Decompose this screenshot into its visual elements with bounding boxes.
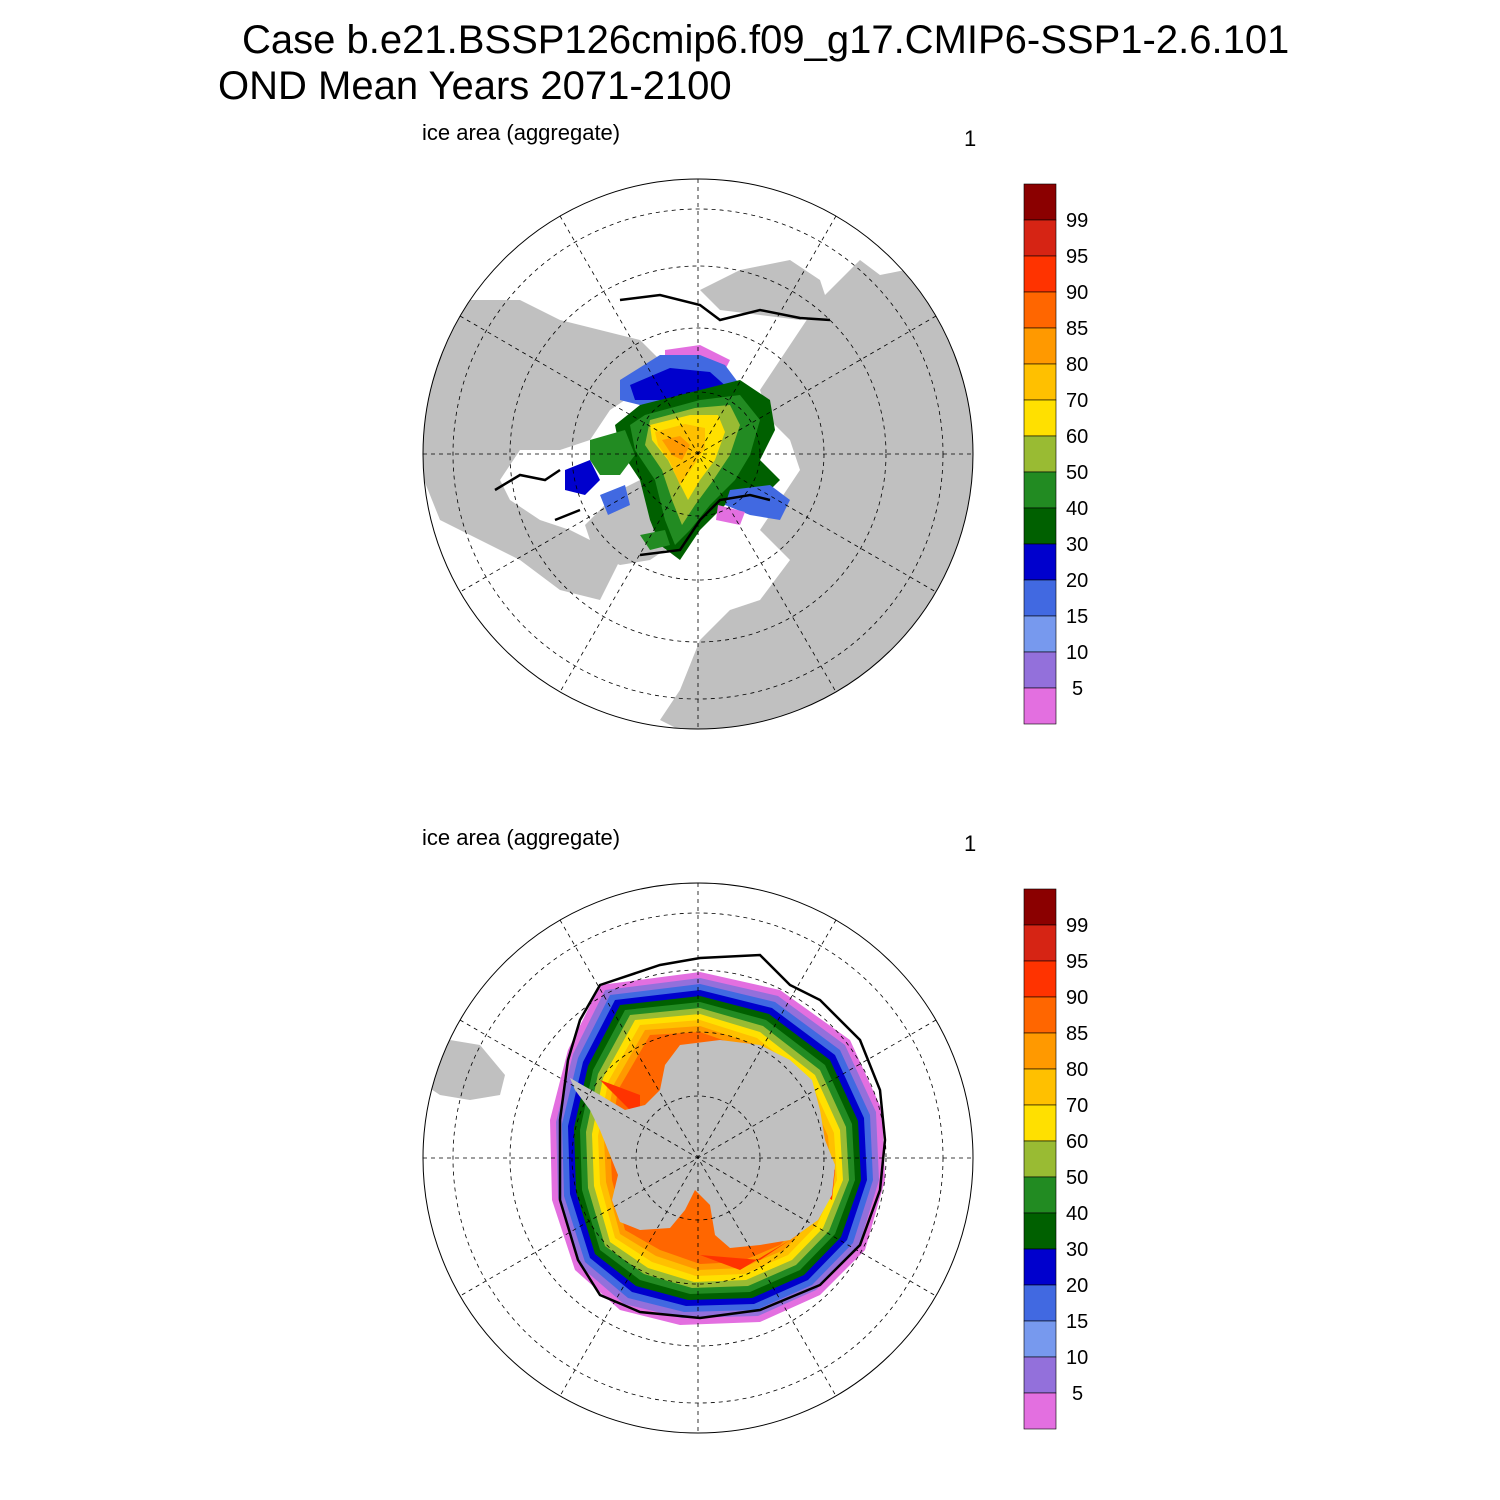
north-ice-baffin-green [590, 430, 635, 475]
colorbar-tick-label: 90 [1066, 987, 1088, 1009]
colorbar-tick-label: 99 [1066, 210, 1088, 232]
south-map-border [422, 882, 974, 1434]
colorbar-tick-label: 80 [1066, 1059, 1088, 1081]
colorbar-tick-label: 60 [1066, 1131, 1088, 1153]
south-graticule [423, 883, 973, 1433]
colorbar-swatch [1023, 615, 1057, 653]
north-graticule [423, 179, 973, 729]
colorbar-swatch [1023, 291, 1057, 329]
colorbar-swatch [1023, 1140, 1057, 1178]
colorbar-tick-label: 40 [1066, 498, 1088, 520]
colorbar-swatch [1023, 363, 1057, 401]
colorbar-tick-label: 99 [1066, 915, 1088, 937]
colorbar-tick-label: 20 [1066, 570, 1088, 592]
south-ice-edge-contour [558, 953, 887, 1320]
colorbar-swatch [1023, 1284, 1057, 1322]
colorbar-swatch [1023, 1176, 1057, 1214]
colorbar-swatch [1023, 327, 1057, 365]
colorbar-tick-label: 85 [1066, 318, 1088, 340]
colorbar-tick-label: 10 [1066, 642, 1088, 664]
colorbar-tick-label: 10 [1066, 1347, 1088, 1369]
colorbar-tick-label: 50 [1066, 1167, 1088, 1189]
colorbar-tick-label: 95 [1066, 951, 1088, 973]
north-ice-labrador-blue [600, 485, 630, 515]
colorbar-tick-label: 70 [1066, 1095, 1088, 1117]
north-ice-edge-contour [494, 293, 831, 557]
south-land-south-america [425, 1040, 505, 1100]
colorbar-swatch [1023, 960, 1057, 998]
colorbar-swatch [1023, 507, 1057, 545]
colorbar-swatch [1023, 1392, 1057, 1430]
colorbar-tick-label: 30 [1066, 534, 1088, 556]
colorbar-tick-label: 30 [1066, 1239, 1088, 1261]
colorbar-swatch [1023, 579, 1057, 617]
colorbar-swatch [1023, 471, 1057, 509]
south-ice-redorange [600, 1080, 835, 1270]
colorbar-swatch [1023, 255, 1057, 293]
colorbar-tick-label: 40 [1066, 1203, 1088, 1225]
figure-title-line1: Case b.e21.BSSP126cmip6.f09_g17.CMIP6-SS… [242, 18, 1290, 62]
south-polar-map [422, 882, 974, 1434]
panel1-left-label: ice area (aggregate) [422, 120, 621, 145]
colorbar-tick-label: 15 [1066, 1311, 1088, 1333]
panel2-left-label: ice area (aggregate) [422, 825, 621, 850]
north-polar-map [422, 178, 974, 730]
colorbar-swatch [1023, 183, 1057, 221]
panel2-right-label: 1 [964, 831, 977, 856]
colorbar-swatch [1023, 924, 1057, 962]
colorbar-tick-label: 90 [1066, 282, 1088, 304]
north-ice-barents-pink [716, 505, 745, 525]
colorbar-tick-label: 15 [1066, 606, 1088, 628]
colorbar-tick-label: 95 [1066, 246, 1088, 268]
colorbar-swatch [1023, 1032, 1057, 1070]
north-ice-baffin-blue [565, 460, 600, 495]
colorbar-swatch [1023, 651, 1057, 689]
colorbar-swatch [1023, 996, 1057, 1034]
colorbar-tick-label: 85 [1066, 1023, 1088, 1045]
figure-title-line2: OND Mean Years 2071-2100 [218, 64, 732, 108]
north-map-border [422, 178, 974, 730]
colorbar-swatch [1023, 219, 1057, 257]
south-land-peninsula [570, 1078, 610, 1120]
panel1-right-label: 1 [964, 126, 977, 151]
colorbar-south: 99 95 90 85 80 70 60 50 40 30 20 15 10 5 [1023, 888, 1088, 1430]
colorbar-swatch [1023, 435, 1057, 473]
colorbar-north: 99 95 90 85 80 70 60 50 40 30 20 15 10 5 [1023, 183, 1088, 725]
colorbar-tick-label: 80 [1066, 354, 1088, 376]
colorbar-tick-label: 60 [1066, 426, 1088, 448]
colorbar-swatch [1023, 399, 1057, 437]
colorbar-tick-label: 5 [1072, 1383, 1083, 1405]
north-ice-greenland-green [640, 530, 670, 550]
colorbar-swatch [1023, 1248, 1057, 1286]
colorbar-swatch [1023, 1212, 1057, 1250]
colorbar-tick-label: 70 [1066, 390, 1088, 412]
colorbar-tick-label: 50 [1066, 462, 1088, 484]
colorbar-swatch [1023, 1320, 1057, 1358]
north-land-chukotka [700, 260, 830, 320]
colorbar-tick-label: 5 [1072, 678, 1083, 700]
north-land-eurasia [660, 260, 973, 729]
colorbar-swatch [1023, 1356, 1057, 1394]
colorbar-swatch [1023, 1068, 1057, 1106]
colorbar-tick-label: 20 [1066, 1275, 1088, 1297]
colorbar-swatch [1023, 1104, 1057, 1142]
colorbar-swatch [1023, 543, 1057, 581]
colorbar-swatch [1023, 687, 1057, 725]
south-land-antarctica [570, 1040, 835, 1248]
colorbar-swatch [1023, 888, 1057, 926]
